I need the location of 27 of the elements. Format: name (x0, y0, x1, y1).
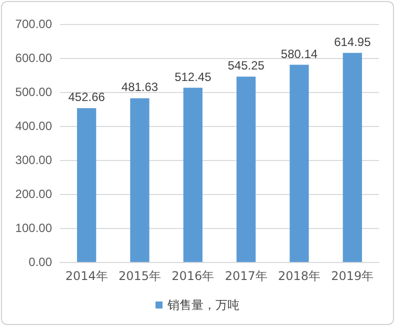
y-tick-label: 0.00 (28, 255, 52, 269)
data-label: 452.66 (68, 90, 106, 104)
y-tick-label: 100.00 (15, 221, 52, 235)
data-label: 614.95 (334, 34, 372, 49)
y-tick-label: 300.00 (15, 153, 52, 167)
x-tick-label: 2016年 (172, 269, 214, 283)
legend-label: 销售量，万吨 (166, 298, 240, 312)
y-tick-label: 400.00 (15, 119, 52, 133)
data-label: 512.45 (174, 70, 212, 84)
bar (290, 64, 309, 262)
bar (77, 108, 96, 262)
y-tick-label: 200.00 (15, 187, 52, 201)
x-tick-label: 2017年 (224, 269, 268, 283)
data-label: 481.63 (121, 80, 158, 94)
x-tick-label: 2019年 (331, 269, 374, 283)
x-tick-label: 2015年 (118, 269, 162, 283)
y-tick-label: 500.00 (15, 85, 52, 99)
x-tick-label: 2018年 (278, 269, 321, 283)
bar (130, 98, 150, 262)
data-label: 580.14 (280, 46, 318, 61)
y-tick-label: 700.00 (15, 17, 52, 31)
bar (236, 76, 256, 262)
y-tick-label: 600.00 (15, 51, 52, 65)
x-tick-label: 2014年 (65, 269, 108, 283)
bar (183, 88, 202, 262)
data-label: 545.25 (228, 58, 265, 73)
bar (342, 52, 362, 262)
